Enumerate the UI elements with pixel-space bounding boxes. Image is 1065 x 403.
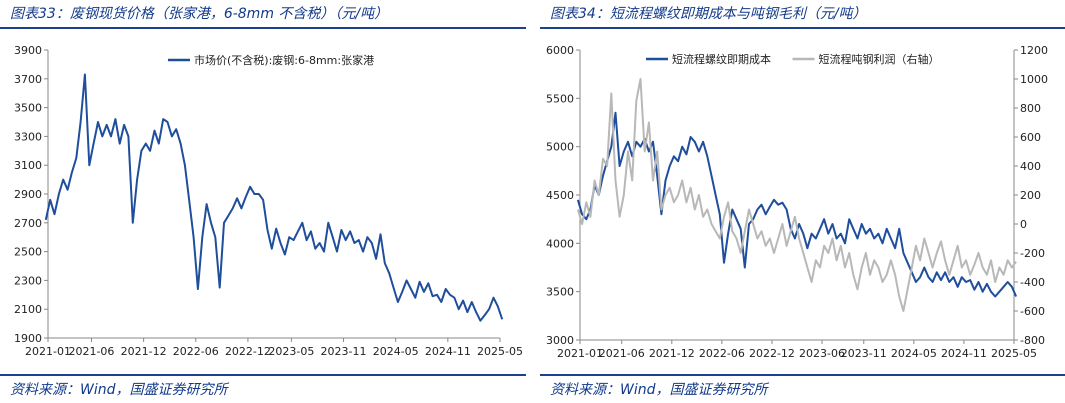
y-tick-label: 3700: [14, 73, 42, 86]
x-tick-label: 2021-06: [68, 345, 114, 358]
y-tick-label: 2100: [14, 303, 42, 316]
x-tick-label: 2024-05: [891, 347, 937, 360]
x-tick-label: 2021-01: [25, 345, 71, 358]
figure-33-title: 图表33：废钢现货价格（张家港，6-8mm 不含税）（元/吨）: [10, 6, 389, 22]
y-tick-label: 5000: [546, 141, 574, 154]
x-tick-label: 2021-12: [121, 345, 167, 358]
y-right-tick-label: -600: [1020, 305, 1045, 318]
y-tick-label: 3300: [14, 130, 42, 143]
figure-34: 图表34：短流程螺纹即期成本与吨钢毛利（元/吨） 6000 5500 5000 450…: [540, 0, 1065, 403]
y-tick-label: 2500: [14, 246, 42, 259]
y-tick-label: 3500: [14, 102, 42, 115]
figure-34-title: 图表34：短流程螺纹即期成本与吨钢毛利（元/吨）: [550, 6, 867, 22]
y-right-tick-label: -800: [1020, 334, 1045, 347]
y-tick-label: 5500: [546, 92, 574, 105]
y-tick-label: 6000: [546, 44, 574, 57]
figure-34-source: 资料来源：Wind，国盛证券研究所: [550, 382, 768, 398]
series-line-1: [576, 78, 1017, 312]
x-tick-label: 2022-06: [173, 345, 219, 358]
x-tick-label: 2023-06: [799, 347, 845, 360]
figure-33-top-rule: [0, 27, 526, 29]
y-right-tick-label: 200: [1020, 189, 1041, 202]
figure-33-source: 资料来源：Wind，国盛证券研究所: [10, 382, 228, 398]
y-right-tick-label: 800: [1020, 102, 1041, 115]
legend-label-0: 市场价(不含税):废钢:6-8mm:张家港: [194, 53, 374, 67]
figure-33: 图表33：废钢现货价格（张家港，6-8mm 不含税）（元/吨） 3900 3700…: [0, 0, 526, 403]
y-right-tick-label: 0: [1020, 218, 1027, 231]
x-tick-label: 2021-12: [649, 347, 695, 360]
x-tick-label: 2022-06: [699, 347, 745, 360]
x-tick-label: 2023-05: [268, 345, 314, 358]
y-right-tick-label: -200: [1020, 247, 1045, 260]
figure-34-top-rule: [540, 27, 1065, 29]
legend-label-0: 短流程螺纹即期成本: [672, 52, 771, 66]
y-tick-label: 4000: [546, 237, 574, 250]
y-tick-label: 2300: [14, 274, 42, 287]
y-right-tick-label: 400: [1020, 160, 1041, 173]
x-tick-label: 2025-05: [991, 347, 1037, 360]
x-tick-label: 2022-12: [749, 347, 795, 360]
y-tick-label: 3000: [546, 334, 574, 347]
series-line-0: [44, 73, 504, 322]
x-tick-label: 2025-05: [477, 345, 523, 358]
x-tick-label: 2021-01: [557, 347, 603, 360]
scrap-price-line-chart: 3900 3700 3500 3300 3100 2900 2700 2500 2300 2100…: [14, 44, 523, 358]
x-tick-label: 2024-11: [425, 345, 471, 358]
y-right-tick-label: 1200: [1020, 44, 1048, 57]
y-tick-label: 1900: [14, 332, 42, 345]
legend-label-1: 短流程吨钢利润（右轴）: [819, 52, 940, 66]
x-tick-label: 2024-05: [373, 345, 419, 358]
x-tick-label: 2021-06: [599, 347, 645, 360]
y-right-tick-label: -400: [1020, 276, 1045, 289]
y-tick-label: 3900: [14, 44, 42, 57]
y-tick-label: 2900: [14, 188, 42, 201]
short-process-cost-profit-chart: 6000550050004500400035003000120010008006…: [546, 44, 1048, 360]
x-tick-label: 2023-11: [321, 345, 367, 358]
x-tick-label: 2023-11: [841, 347, 887, 360]
y-tick-label: 4500: [546, 189, 574, 202]
y-right-tick-label: 1000: [1020, 73, 1048, 86]
y-tick-label: 2700: [14, 217, 42, 230]
figure-33-bottom-rule: [0, 374, 526, 376]
y-tick-label: 3500: [546, 286, 574, 299]
y-right-tick-label: 600: [1020, 131, 1041, 144]
x-tick-label: 2024-11: [941, 347, 987, 360]
y-tick-label: 3100: [14, 159, 42, 172]
x-tick-label: 2022-12: [225, 345, 271, 358]
figure-34-bottom-rule: [540, 374, 1065, 376]
